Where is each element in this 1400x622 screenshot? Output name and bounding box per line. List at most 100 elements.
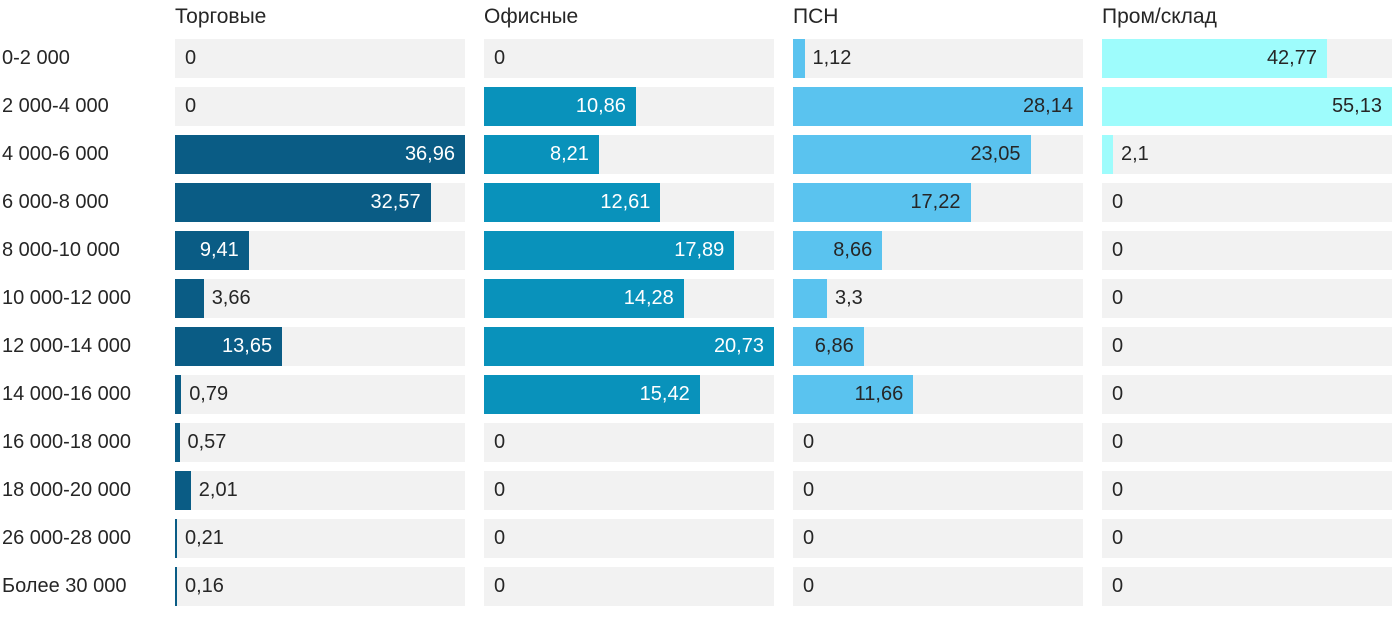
chart-row: 2 000-4 000 0 10,86 28,14 55,13 xyxy=(0,87,1400,126)
value-label: 36,96 xyxy=(404,143,455,165)
bar xyxy=(175,279,204,318)
chart-rows: 0-2 000 0 0 1,12 42,77 2 000-4 000 0 10,86 28,14… xyxy=(0,39,1400,606)
bar-track: 9,41 xyxy=(175,231,465,270)
bar-track: 36,96 xyxy=(175,135,465,174)
row-label: 6 000-8 000 xyxy=(2,191,109,213)
chart-row: 0-2 000 0 0 1,12 42,77 xyxy=(0,39,1400,78)
bar xyxy=(793,327,864,366)
bar-track: 0 xyxy=(1102,327,1392,366)
value-label: 17,22 xyxy=(910,191,961,213)
bar xyxy=(484,87,636,126)
bar xyxy=(175,375,182,414)
value-label: 0 xyxy=(1112,527,1124,549)
column-header-prom-sklad: Пром/склад xyxy=(1102,5,1217,28)
row-label: 2 000-4 000 xyxy=(2,95,109,117)
bar-track: 0 xyxy=(484,423,774,462)
row-label: 14 000-16 000 xyxy=(2,383,132,405)
bar xyxy=(175,231,249,270)
bar xyxy=(793,39,805,78)
chart-row: 18 000-20 000 2,01 0 0 0 xyxy=(0,471,1400,510)
bar-track: 20,73 xyxy=(484,327,774,366)
value-label: 0,57 xyxy=(187,431,227,453)
value-label: 8,66 xyxy=(833,239,873,261)
bar-track: 0,79 xyxy=(175,375,465,414)
bar-track: 10,86 xyxy=(484,87,774,126)
row-label: 12 000-14 000 xyxy=(2,335,132,357)
value-label: 0 xyxy=(185,47,197,69)
bar xyxy=(484,327,774,366)
value-label: 10,86 xyxy=(575,95,626,117)
value-label: 2,01 xyxy=(198,479,238,501)
value-label: 1,12 xyxy=(812,47,852,69)
value-label: 0 xyxy=(1112,479,1124,501)
row-label: 10 000-12 000 xyxy=(2,287,132,309)
bar-track: 14,28 xyxy=(484,279,774,318)
column-header-torgovye: Торговые xyxy=(175,5,267,28)
value-label: 0 xyxy=(1112,383,1124,405)
chart-row: 12 000-14 000 13,65 20,73 6,86 0 xyxy=(0,327,1400,366)
value-label: 0 xyxy=(1112,191,1124,213)
column-header-psn: ПСН xyxy=(793,5,839,28)
bar-track: 0 xyxy=(793,423,1083,462)
bar-track: 0 xyxy=(1102,567,1392,606)
row-label: 0-2 000 xyxy=(2,47,70,69)
row-label: 16 000-18 000 xyxy=(2,431,132,453)
value-label: 28,14 xyxy=(1022,95,1073,117)
value-label: 3,3 xyxy=(835,287,863,309)
value-label: 13,65 xyxy=(222,335,273,357)
value-label: 0 xyxy=(1112,287,1124,309)
value-label: 0 xyxy=(185,95,197,117)
bar xyxy=(175,135,465,174)
bar-track: 17,22 xyxy=(793,183,1083,222)
bar-track: 0 xyxy=(1102,375,1392,414)
value-label: 17,89 xyxy=(674,239,725,261)
bar-track: 0,57 xyxy=(175,423,465,462)
value-label: 0 xyxy=(494,527,506,549)
bar xyxy=(484,135,599,174)
value-label: 8,21 xyxy=(549,143,589,165)
bar-track: 8,66 xyxy=(793,231,1083,270)
bar-track: 17,89 xyxy=(484,231,774,270)
chart-row: Более 30 000 0,16 0 0 0 xyxy=(0,567,1400,606)
value-label: 0 xyxy=(803,479,815,501)
column-header-ofisnye: Офисные xyxy=(484,5,579,28)
bar-track: 13,65 xyxy=(175,327,465,366)
bar xyxy=(793,183,971,222)
chart-row: 26 000-28 000 0,21 0 0 0 xyxy=(0,519,1400,558)
bar-track: 0 xyxy=(793,567,1083,606)
value-label: 0 xyxy=(494,575,506,597)
bar-track: 0 xyxy=(793,471,1083,510)
bar-track: 2,1 xyxy=(1102,135,1392,174)
row-label: 26 000-28 000 xyxy=(2,527,132,549)
bar-track: 3,3 xyxy=(793,279,1083,318)
bar-track: 0,21 xyxy=(175,519,465,558)
value-label: 11,66 xyxy=(854,383,904,405)
row-label: Более 30 000 xyxy=(2,575,127,597)
value-label: 0 xyxy=(1112,431,1124,453)
value-label: 0 xyxy=(1112,335,1124,357)
bar xyxy=(175,423,180,462)
bar xyxy=(793,375,914,414)
chart-row: 14 000-16 000 0,79 15,42 11,66 0 xyxy=(0,375,1400,414)
value-label: 0 xyxy=(803,575,815,597)
chart-row: 8 000-10 000 9,41 17,89 8,66 0 xyxy=(0,231,1400,270)
value-label: 32,57 xyxy=(370,191,421,213)
bar xyxy=(175,327,283,366)
grouped-bar-chart: Торговые Офисные ПСН Пром/склад 0-2 000 0… xyxy=(0,5,1400,606)
bar-track: 0,16 xyxy=(175,567,465,606)
bar-track: 6,86 xyxy=(793,327,1083,366)
bar-track: 0 xyxy=(175,87,465,126)
bar-track: 11,66 xyxy=(793,375,1083,414)
chart-row: 10 000-12 000 3,66 14,28 3,3 0 xyxy=(0,279,1400,318)
value-label: 0,16 xyxy=(185,575,224,597)
bar-track: 0 xyxy=(484,39,774,78)
value-label: 0 xyxy=(803,527,815,549)
bar xyxy=(1102,135,1113,174)
row-label: 4 000-6 000 xyxy=(2,143,109,165)
row-label: 8 000-10 000 xyxy=(2,239,120,261)
value-label: 6,86 xyxy=(814,335,854,357)
bar-track: 23,05 xyxy=(793,135,1083,174)
value-label: 0 xyxy=(494,479,506,501)
bar-track: 12,61 xyxy=(484,183,774,222)
value-label: 0,21 xyxy=(185,527,224,549)
